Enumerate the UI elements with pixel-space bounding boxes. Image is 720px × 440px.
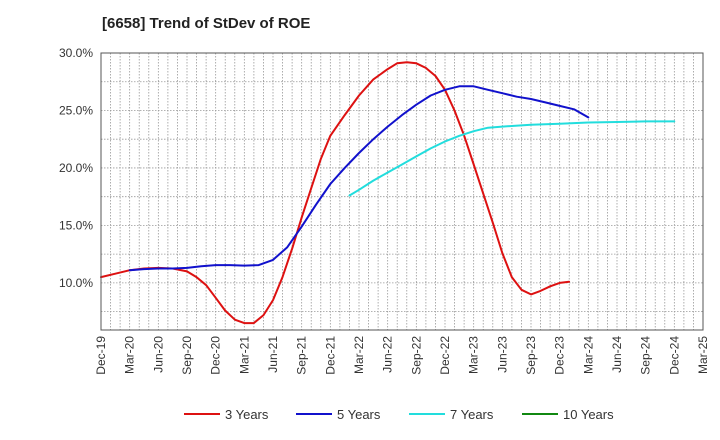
x-tick-label: Mar-22 [352,336,366,374]
x-tick-label: Sep-21 [295,336,309,375]
legend-label: 10 Years [563,407,614,422]
x-tick-label: Mar-25 [696,336,710,374]
y-tick-label: 10.0% [59,276,93,290]
legend-label: 3 Years [225,407,269,422]
series-line-3-years [100,61,571,325]
y-tick-label: 15.0% [59,218,93,232]
x-tick-label: Mar-20 [123,336,137,374]
x-tick-label: Jun-23 [495,336,509,373]
y-tick-label: 25.0% [59,103,93,117]
x-tick-label: Dec-23 [553,336,567,375]
plot-frame [100,52,704,331]
x-tick-label: Dec-21 [323,336,337,375]
y-axis: 10.0% 15.0% 20.0% 25.0% 30.0% [59,46,93,290]
x-tick-label: Jun-24 [610,336,624,373]
series-lines [100,61,676,325]
x-tick-label: Jun-21 [266,336,280,373]
x-tick-label: Mar-23 [467,336,481,374]
legend: 3 Years 5 Years 7 Years 10 Years [184,407,614,422]
x-tick-label: Dec-22 [438,336,452,375]
legend-label: 5 Years [337,407,381,422]
legend-label: 7 Years [450,407,494,422]
series-line-5-years [128,85,590,272]
chart-title: [6658] Trend of StDev of ROE [102,15,311,32]
x-tick-label: Jun-20 [151,336,165,373]
y-tick-label: 20.0% [59,161,93,175]
x-tick-label: Dec-19 [94,336,108,375]
x-axis: Dec-19 Mar-20 Jun-20 Sep-20 Dec-20 Mar-21 Jun-… [94,336,710,375]
x-tick-label: Sep-24 [639,336,653,375]
grid [101,53,703,330]
x-tick-label: Mar-24 [581,336,595,374]
x-tick-label: Mar-21 [237,336,251,374]
x-tick-label: Dec-24 [667,336,681,375]
y-tick-label: 30.0% [59,46,93,60]
x-tick-label: Sep-20 [180,336,194,375]
series-line-7-years [348,120,676,197]
x-tick-label: Dec-20 [209,336,223,375]
x-tick-label: Sep-22 [409,336,423,375]
x-tick-label: Jun-22 [381,336,395,373]
x-tick-label: Sep-23 [524,336,538,375]
